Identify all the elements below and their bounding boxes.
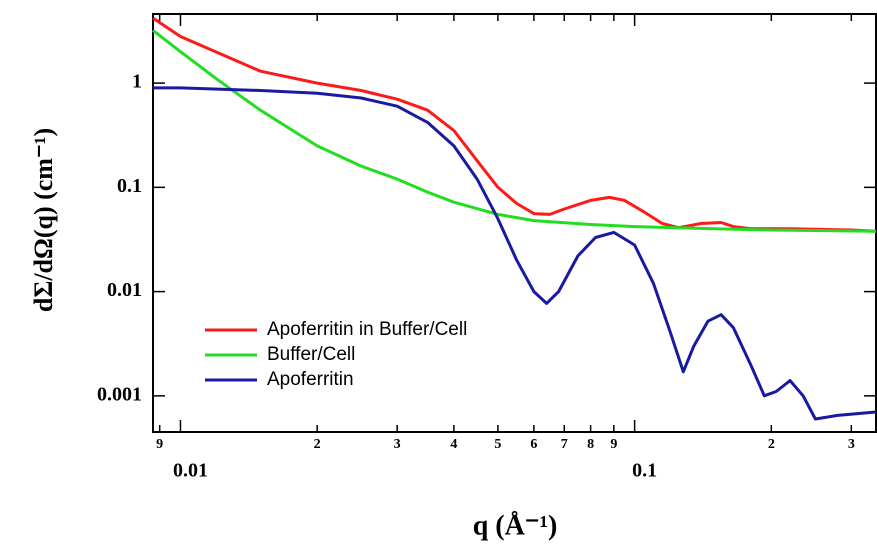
x-tick-label: 3 (394, 437, 401, 452)
y-tick-label: 1 (132, 71, 142, 93)
legend-label: Buffer/Cell (267, 344, 355, 365)
y-axis-label: dΣ/dΩ(q) (cm⁻¹) (29, 128, 58, 312)
x-tick-label: 9 (610, 437, 617, 452)
x-axis-label: q (Å⁻¹) (473, 510, 558, 541)
data-line (152, 16, 877, 233)
legend-label: Apoferritin (267, 369, 354, 390)
x-tick-label: 2 (314, 437, 321, 452)
x-tick-label: 0.1 (632, 460, 657, 482)
data-line (153, 86, 877, 421)
y-tick-label: 0.1 (117, 175, 142, 197)
legend-label: Apoferritin in Buffer/Cell (267, 319, 467, 340)
y-tick-label: 0.01 (107, 279, 142, 301)
x-tick-label: 8 (587, 437, 594, 452)
y-tick-label: 0.001 (97, 383, 142, 405)
data-line (152, 29, 877, 233)
x-tick-label: 9 (156, 437, 163, 452)
x-tick-label: 5 (494, 437, 501, 452)
x-tick-label: 3 (848, 437, 855, 452)
x-tick-label: 4 (450, 437, 457, 452)
x-tick-label: 0.01 (173, 460, 208, 482)
x-tick-label: 6 (530, 437, 537, 452)
plot-frame (152, 13, 877, 433)
x-tick-label: 7 (561, 437, 568, 452)
x-tick-label: 2 (768, 437, 775, 452)
